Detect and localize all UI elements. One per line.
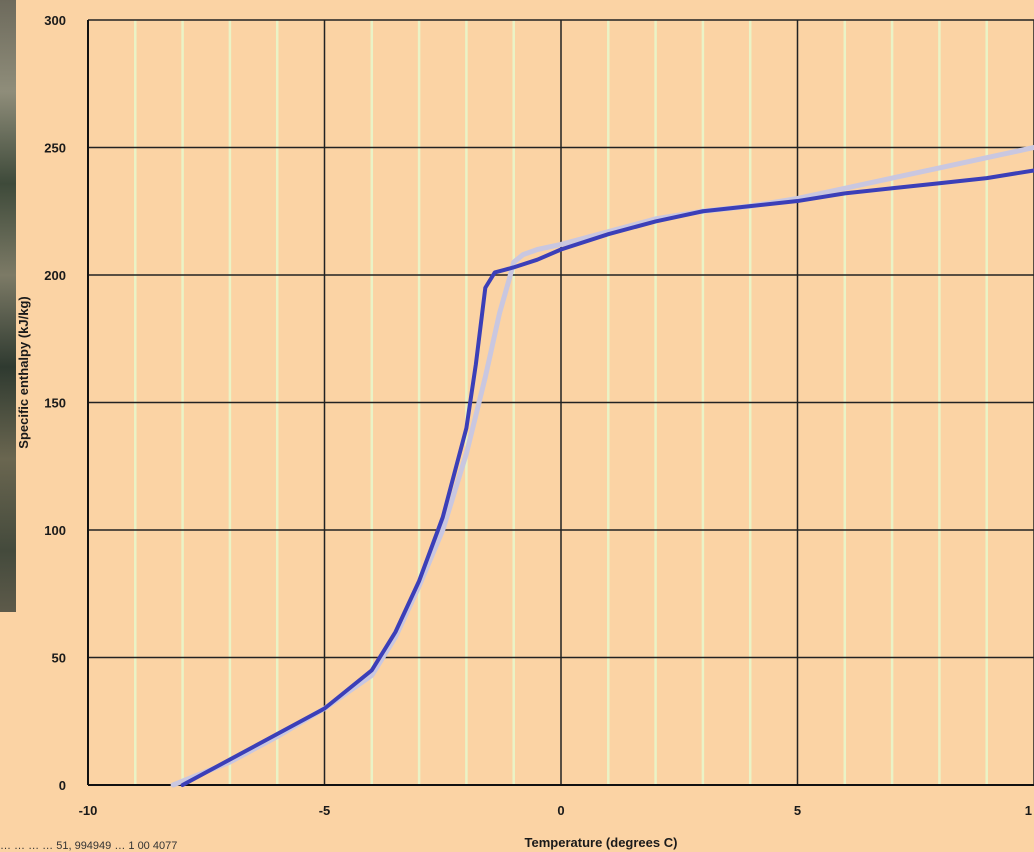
footnote: … … … … 51, 994949 … 1 00 4077 [0,840,178,852]
y-tick-label: 50 [52,651,66,666]
x-axis-title: Temperature (degrees C) [525,835,678,850]
x-tick-label: 1 [1025,803,1032,818]
y-tick-label: 250 [44,141,66,156]
y-tick-label: 300 [44,13,66,28]
background-photo [0,0,16,612]
y-tick-label: 200 [44,268,66,283]
y-tick-label: 150 [44,396,66,411]
x-tick-label: -10 [79,803,98,818]
y-tick-label: 100 [44,523,66,538]
x-tick-label: 5 [794,803,801,818]
series-line [180,168,1034,787]
series-line [170,145,1034,788]
y-tick-label: 0 [59,778,66,793]
y-axis-title: Specific enthalpy (kJ/kg) [16,296,31,448]
x-tick-label: -5 [319,803,331,818]
x-tick-label: 0 [557,803,564,818]
